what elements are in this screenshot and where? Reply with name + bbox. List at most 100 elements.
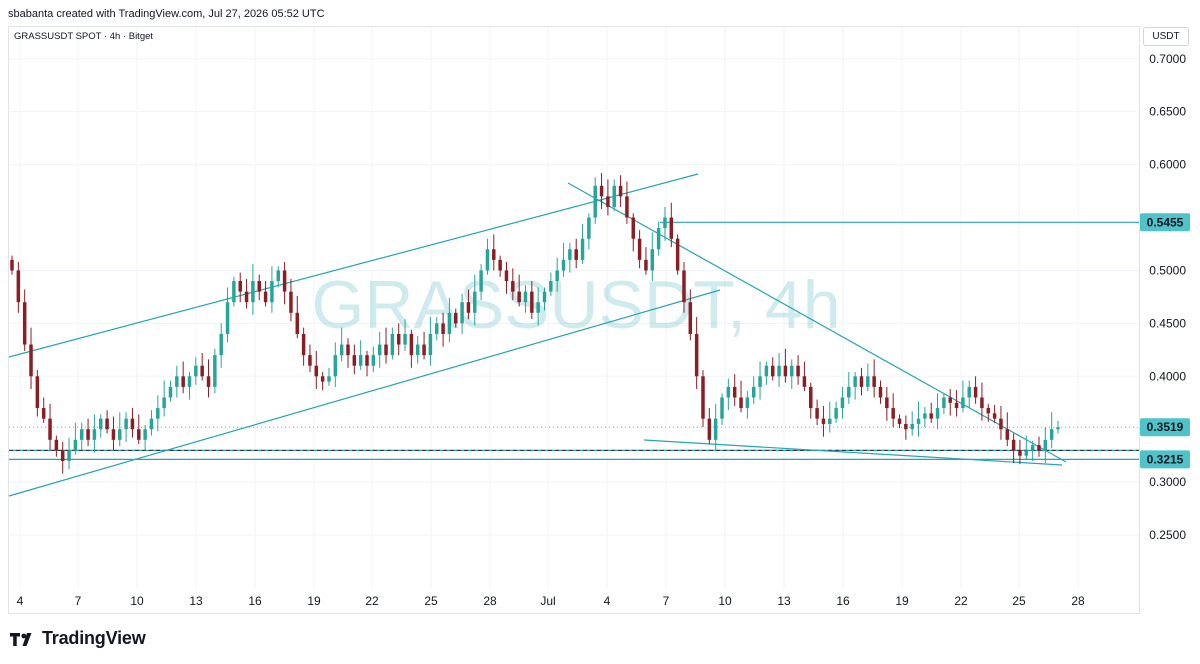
y-tick-label: 0.4500 <box>1149 316 1186 330</box>
candle-body <box>1056 427 1060 430</box>
candle-body <box>390 333 395 356</box>
candle-body <box>415 344 420 356</box>
candle-body <box>352 355 357 366</box>
candle-body <box>726 386 731 398</box>
candle-body <box>10 259 14 271</box>
candle-body <box>327 376 331 382</box>
candle-body <box>885 397 889 409</box>
candle-body <box>54 439 59 451</box>
candle-body <box>473 291 477 313</box>
candle-body <box>580 238 585 260</box>
y-tick-label: 0.2500 <box>1149 528 1186 542</box>
candle-body <box>809 386 813 409</box>
candle-body <box>523 291 528 303</box>
candle-body <box>295 312 300 334</box>
wedge-base-line <box>643 439 1063 466</box>
candle-body <box>992 413 997 419</box>
candle-body <box>701 376 705 419</box>
candle-body <box>29 344 33 377</box>
candle-body <box>365 355 369 366</box>
candle-body <box>675 238 680 271</box>
candle-body <box>1030 445 1035 451</box>
candle-body <box>301 333 306 356</box>
candle-body <box>694 333 699 377</box>
candle-body <box>1037 445 1041 451</box>
candle-body <box>314 365 319 377</box>
y-tick-label: 0.7000 <box>1149 52 1186 66</box>
candle-body <box>333 355 338 377</box>
candle-body <box>130 418 135 430</box>
candle-body <box>377 344 382 356</box>
candle-body <box>16 270 21 303</box>
candle-body <box>593 185 597 218</box>
candle-body <box>663 217 667 229</box>
candle-body <box>485 249 490 271</box>
x-tick-label: 7 <box>75 594 82 608</box>
candle-body <box>790 365 794 377</box>
candle-body <box>688 302 693 334</box>
descending-trendline <box>567 182 1067 463</box>
tradingview-logo-icon <box>10 632 32 646</box>
x-tick-label: 22 <box>365 594 379 608</box>
x-tick-label: 19 <box>307 594 321 608</box>
candle-body <box>720 397 724 419</box>
candle-body <box>200 365 204 377</box>
candle-body <box>479 270 483 292</box>
candle-body <box>35 376 40 409</box>
candle-body <box>1024 450 1029 456</box>
candle-body <box>447 312 452 334</box>
candle-body <box>910 423 914 430</box>
candle-body <box>454 312 458 324</box>
candle-body <box>86 429 90 440</box>
chart-frame[interactable] <box>8 26 1140 614</box>
created-caption: sbabanta created with TradingView.com, J… <box>8 8 325 20</box>
candle-body <box>891 408 895 419</box>
candle-body <box>257 281 261 292</box>
candle-body <box>358 355 363 366</box>
candle-body <box>73 439 78 451</box>
candle-body <box>67 450 71 461</box>
candle-body <box>1011 439 1016 451</box>
candle-body <box>777 365 781 377</box>
candle-body <box>872 376 876 387</box>
candle-body <box>637 238 642 260</box>
candle-body <box>92 429 97 440</box>
candle-body <box>644 259 648 271</box>
candle-body <box>739 397 743 409</box>
candle-body <box>289 291 293 313</box>
tradingview-footer[interactable]: TradingView <box>10 628 146 649</box>
candle-body <box>530 291 534 313</box>
candle-body <box>961 397 965 409</box>
candle-body <box>517 291 521 303</box>
candle-body <box>175 376 179 387</box>
candle-body <box>942 397 946 409</box>
candle-body <box>612 185 616 207</box>
candle-body <box>339 344 344 356</box>
candle-body <box>954 402 959 409</box>
candle-body <box>656 228 661 250</box>
candle-body <box>308 355 312 366</box>
candle-body <box>751 386 756 398</box>
price-label-box <box>1140 213 1190 232</box>
x-tick-label: 22 <box>954 594 968 608</box>
candle-body <box>986 408 991 414</box>
candle-body <box>270 281 274 303</box>
candle-body <box>238 281 242 292</box>
candle-body <box>276 270 280 282</box>
candle-body <box>162 397 166 409</box>
candle-body <box>60 450 65 461</box>
candle-body <box>713 418 718 440</box>
candle-body <box>980 397 984 409</box>
candle-body <box>219 333 223 356</box>
y-tick-label: 0.5000 <box>1149 263 1186 277</box>
candle-body <box>587 217 591 239</box>
candle-body <box>434 323 439 334</box>
x-tick-label: 4 <box>17 594 24 608</box>
symbol-info[interactable]: GRASSUSDT SPOT · 4h · Bitget <box>14 31 154 42</box>
candle-body <box>232 281 236 303</box>
candle-body <box>409 333 414 356</box>
candle-body <box>542 291 547 303</box>
currency-selector[interactable]: USDT <box>1143 27 1189 46</box>
candle-body <box>732 386 737 398</box>
